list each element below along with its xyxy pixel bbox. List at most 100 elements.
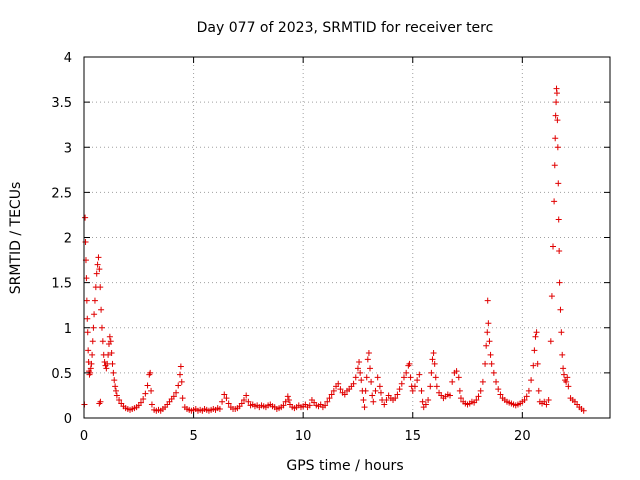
data-point [365, 350, 372, 357]
grid-lines [84, 57, 610, 418]
data-point [238, 400, 245, 407]
data-point [521, 396, 528, 403]
x-tick-label: 20 [514, 429, 531, 444]
y-tick-label: 4 [64, 51, 72, 66]
data-point [381, 401, 388, 408]
data-point [532, 333, 539, 340]
data-point [326, 395, 333, 402]
data-point [148, 387, 155, 394]
data-point [554, 144, 561, 151]
data-point [225, 400, 232, 407]
data-point [482, 360, 489, 367]
data-point [422, 401, 429, 408]
data-point [484, 329, 491, 336]
data-point [173, 389, 180, 396]
data-point [552, 112, 559, 119]
data-point [99, 338, 106, 345]
data-point [432, 374, 439, 381]
data-point [363, 374, 370, 381]
data-point [243, 392, 250, 399]
data-point [376, 383, 383, 390]
data-point [335, 380, 342, 387]
data-point [559, 351, 566, 358]
data-point [360, 396, 367, 403]
data-point [398, 380, 405, 387]
data-point [364, 356, 371, 363]
data-point [372, 387, 379, 394]
data-point [90, 324, 97, 331]
data-point [83, 297, 90, 304]
data-point [111, 377, 118, 384]
data-point [490, 369, 497, 376]
data-point [144, 382, 151, 389]
data-point [556, 279, 563, 286]
data-point [112, 387, 119, 394]
data-point [392, 395, 399, 402]
data-point [89, 338, 96, 345]
data-point [409, 387, 416, 394]
data-point [91, 297, 98, 304]
data-point [354, 365, 361, 372]
data-point [414, 377, 421, 384]
x-axis-label: GPS time / hours [286, 458, 403, 474]
y-tick-label: 0 [64, 412, 72, 427]
data-point [87, 365, 94, 372]
data-point [418, 387, 425, 394]
data-series-srmtid [81, 85, 587, 414]
data-point [223, 395, 230, 402]
data-point [455, 374, 462, 381]
data-point [113, 392, 120, 399]
data-point [82, 214, 89, 221]
y-tick-label: 1.5 [51, 277, 72, 292]
data-point [110, 369, 117, 376]
data-point [497, 391, 504, 398]
data-point [107, 338, 114, 345]
data-point [475, 393, 482, 400]
x-tick-label: 5 [189, 429, 197, 444]
data-point [148, 401, 155, 408]
data-point [383, 396, 390, 403]
data-point [447, 392, 454, 399]
data-point [361, 404, 368, 411]
data-point [82, 239, 89, 246]
data-point [216, 405, 223, 412]
data-point [553, 90, 560, 97]
y-tick-label: 2 [64, 232, 72, 247]
chart-title: Day 077 of 2023, SRMTID for receiver ter… [197, 20, 494, 36]
data-point [91, 311, 98, 318]
data-point [477, 387, 484, 394]
data-point [530, 362, 537, 369]
data-point [337, 386, 344, 393]
data-point [449, 378, 456, 385]
data-point [370, 398, 377, 405]
data-point [555, 180, 562, 187]
data-point [419, 398, 426, 405]
data-point [550, 243, 557, 250]
data-point [306, 402, 313, 409]
data-point [175, 382, 182, 389]
data-point [350, 380, 357, 387]
data-point [116, 396, 123, 403]
data-point [433, 383, 440, 390]
data-point [142, 390, 149, 397]
data-point [94, 261, 101, 268]
data-point [453, 368, 460, 375]
data-point [95, 254, 102, 261]
data-point [103, 365, 110, 372]
tick-labels: 0 5 10 15 20 0 0.5 1 1.5 2 2.5 3 3.5 4 [51, 51, 530, 444]
data-point [367, 365, 374, 372]
data-point [88, 360, 95, 367]
data-point [328, 391, 335, 398]
data-point [176, 371, 183, 378]
data-point [85, 347, 92, 354]
y-axis-label: SRMTID / TECUs [8, 182, 24, 295]
data-point [406, 360, 413, 367]
data-point [473, 396, 480, 403]
data-point [358, 377, 365, 384]
data-point [89, 351, 96, 358]
data-point [369, 392, 376, 399]
data-point [479, 378, 486, 385]
data-point [495, 386, 502, 393]
data-point [558, 329, 565, 336]
